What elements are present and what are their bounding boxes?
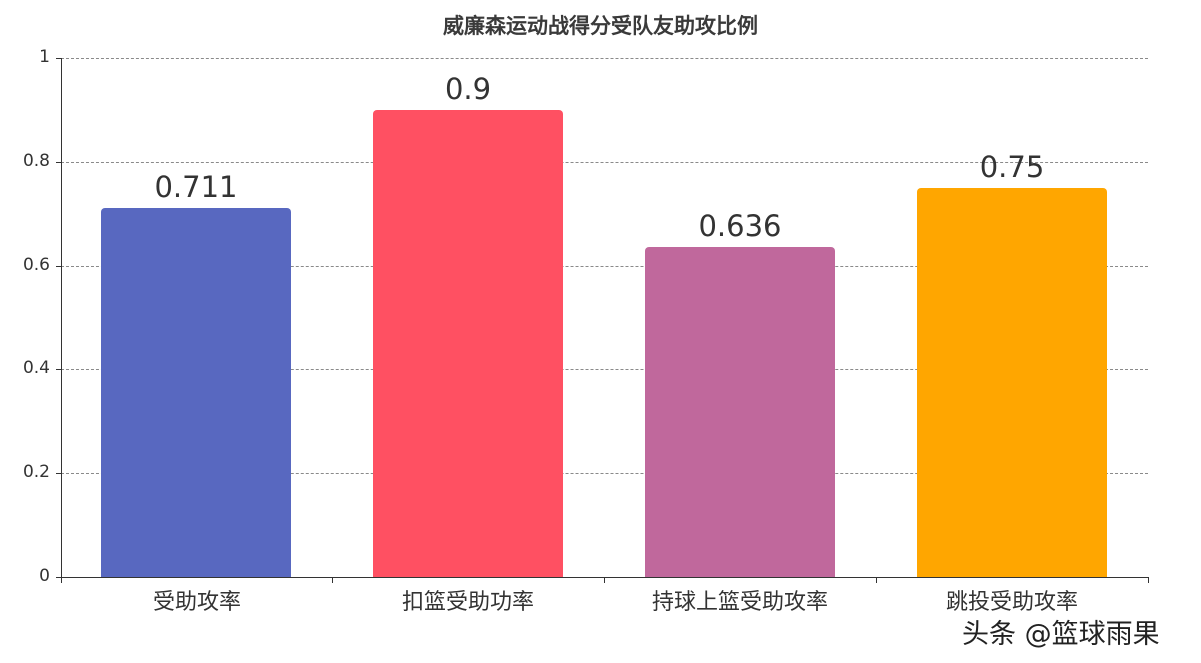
y-tick bbox=[56, 577, 61, 578]
bar-value-label: 0.9 bbox=[444, 71, 492, 106]
y-tick bbox=[56, 369, 61, 370]
gridline-1 bbox=[61, 58, 1148, 59]
gridline-0.4 bbox=[61, 369, 1148, 370]
y-tick-label: 1 bbox=[39, 47, 50, 67]
gridline-0.8 bbox=[61, 162, 1148, 163]
x-category-label: 跳投受助攻率 bbox=[945, 590, 1078, 615]
bar-assisted-rate[interactable] bbox=[101, 207, 291, 577]
bar-value-label: 0.711 bbox=[154, 169, 238, 204]
y-tick-label: 0 bbox=[39, 566, 50, 586]
y-tick bbox=[56, 473, 61, 474]
bar-dunk-assisted-rate[interactable] bbox=[373, 109, 563, 577]
bar-value-label: 0.75 bbox=[979, 149, 1045, 184]
y-axis bbox=[61, 58, 62, 578]
bar-value-label: 0.636 bbox=[698, 208, 782, 243]
y-tick bbox=[56, 266, 61, 267]
gridline-0.6 bbox=[61, 266, 1148, 267]
x-category-label: 持球上篮受助攻率 bbox=[651, 590, 828, 615]
x-tick bbox=[604, 577, 605, 583]
x-tick bbox=[1148, 577, 1149, 583]
x-tick bbox=[332, 577, 333, 583]
x-tick bbox=[61, 577, 62, 583]
x-category-label: 扣篮受助功率 bbox=[401, 590, 534, 615]
x-category-label: 受助攻率 bbox=[152, 590, 241, 615]
bar-layup-assisted-rate[interactable] bbox=[645, 246, 835, 577]
y-tick-label: 0.6 bbox=[22, 255, 50, 275]
y-tick-label: 0.4 bbox=[22, 358, 50, 378]
watermark: 头条 @篮球雨果 bbox=[962, 619, 1160, 650]
gridline-0.2 bbox=[61, 473, 1148, 474]
y-tick-label: 0.2 bbox=[22, 462, 50, 482]
y-tick-label: 0.8 bbox=[22, 151, 50, 171]
bar-jumpshot-assisted-rate[interactable] bbox=[917, 187, 1107, 577]
y-tick bbox=[56, 58, 61, 59]
chart-title: 威廉森运动战得分受队友助攻比例 bbox=[443, 14, 758, 38]
x-tick bbox=[876, 577, 877, 583]
y-tick bbox=[56, 162, 61, 163]
